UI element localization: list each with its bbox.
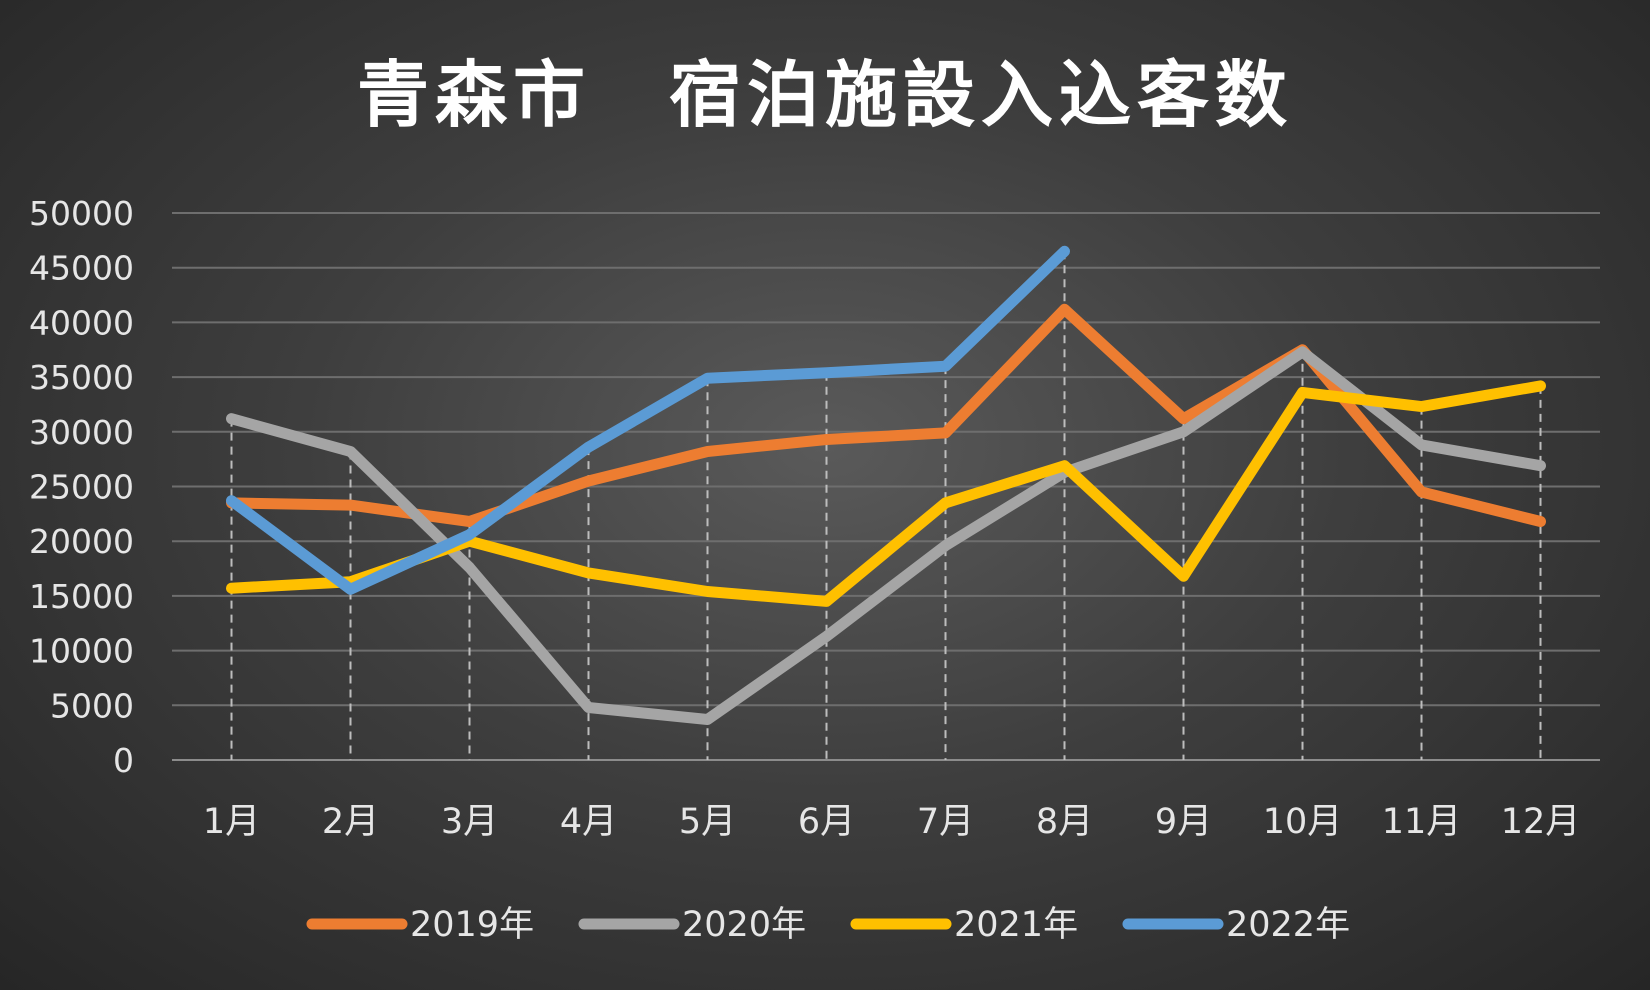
x-tick-label: 8月 [1036,802,1093,842]
chart-title: 青森市 宿泊施設入込客数 [357,53,1293,137]
y-tick-label: 35000 [29,358,134,397]
drop-lines [230,251,1542,760]
x-tick-label: 11月 [1382,802,1462,842]
y-tick-label: 20000 [29,522,134,561]
series-line-4 [226,245,1070,595]
x-axis-ticks: 1月 2月 3月 4月 5月 6月 7月 8月 9月 10月 11月 12月 [203,802,1580,842]
y-tick-label: 25000 [29,468,134,507]
legend-label: 2021年 [954,905,1078,945]
legend-label: 2022年 [1226,905,1350,945]
x-tick-label: 9月 [1155,802,1212,842]
x-tick-label: 2月 [322,802,379,842]
gridlines [172,212,1600,761]
y-axis-ticks: 0 5000 10000 15000 20000 25000 30000 35000 40000… [29,194,134,780]
x-tick-label: 12月 [1501,802,1581,842]
series-line-1 [226,303,1546,527]
x-tick-label: 1月 [203,802,260,842]
y-tick-label: 30000 [29,413,134,452]
series-line-3 [226,380,1546,607]
legend: 2019年 2020年 2021年 2022年 [306,905,1350,945]
y-tick-label: 50000 [29,194,134,233]
y-tick-label: 10000 [29,632,134,671]
x-tick-label: 6月 [798,802,855,842]
series-lines [226,245,1546,725]
y-tick-label: 45000 [29,249,134,288]
y-tick-label: 0 [113,741,134,780]
x-tick-label: 5月 [679,802,736,842]
x-tick-label: 3月 [441,802,498,842]
legend-label: 2019年 [410,905,534,945]
y-tick-label: 40000 [29,303,134,342]
y-tick-label: 5000 [50,686,134,725]
x-tick-label: 7月 [917,802,974,842]
x-tick-label: 10月 [1263,802,1343,842]
legend-label: 2020年 [682,905,806,945]
x-tick-label: 4月 [560,802,617,842]
y-tick-label: 15000 [29,577,134,616]
